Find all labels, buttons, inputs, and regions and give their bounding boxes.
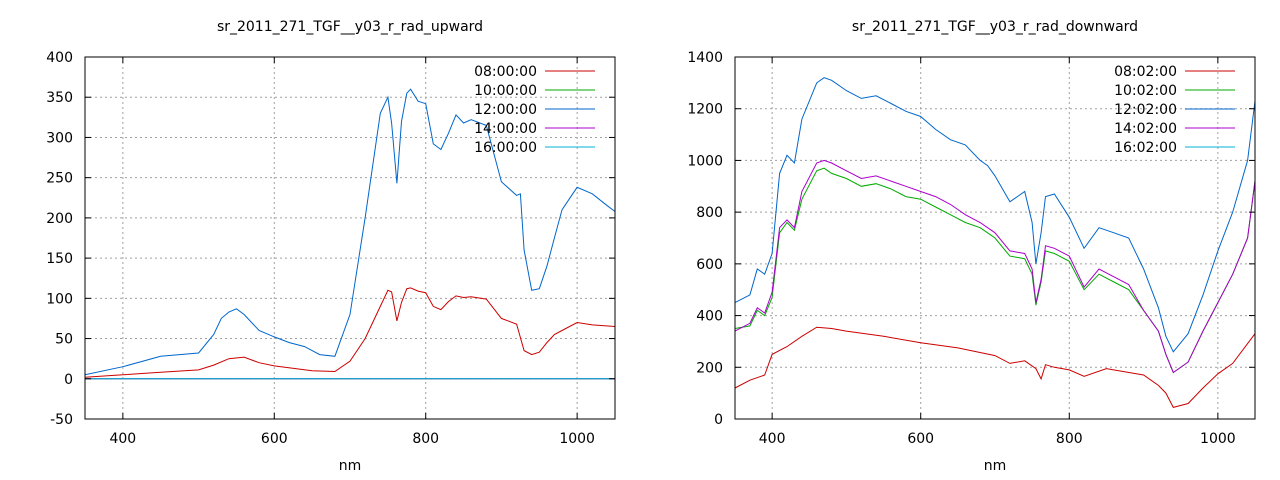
y-tick-label: -50 (50, 412, 73, 428)
x-axis-label: nm (339, 458, 362, 474)
plot-frame (734, 56, 1256, 420)
y-tick-label: 400 (46, 50, 73, 66)
series-line-2 (84, 88, 616, 376)
y-tick-label: 50 (55, 332, 73, 348)
plot-frame (84, 56, 616, 420)
series-line-3 (734, 159, 1256, 374)
y-tick-label: 350 (46, 90, 73, 106)
x-tick-label: 1000 (1200, 431, 1236, 447)
chart-title: sr_2011_271_TGF__y03_r_rad_upward (217, 19, 483, 35)
x-tick-label: 800 (1056, 431, 1083, 447)
legend-label: 12:02:00 (1114, 102, 1177, 118)
legend-label: 08:00:00 (474, 64, 537, 80)
y-tick-label: 100 (46, 291, 73, 307)
y-tick-label: 200 (696, 360, 723, 376)
y-tick-label: 0 (714, 412, 723, 428)
y-tick-label: 150 (46, 251, 73, 267)
legend-label: 14:02:00 (1114, 121, 1177, 137)
y-tick-label: 1000 (687, 153, 723, 169)
x-tick-label: 600 (261, 431, 288, 447)
legend-label: 10:02:00 (1114, 83, 1177, 99)
y-tick-label: 400 (696, 309, 723, 325)
y-tick-label: 0 (64, 372, 73, 388)
legend-label: 10:00:00 (474, 83, 537, 99)
legend-label: 16:00:00 (474, 140, 537, 156)
x-axis-label: nm (984, 458, 1007, 474)
legend-label: 08:02:00 (1114, 64, 1177, 80)
series-line-0 (84, 287, 616, 378)
chart-downward: 400 600 800 1000 0 200 400 600 800 1000 1200 1400 sr… (687, 19, 1256, 474)
series-line-2 (734, 77, 1256, 353)
x-tick-label: 800 (412, 431, 439, 447)
chart-upward: 400 600 800 1000 -50 0 50 100 150 200 250 300 350 400… (46, 19, 616, 474)
x-tick-label: 600 (907, 431, 934, 447)
y-tick-label: 200 (46, 211, 73, 227)
legend-label: 14:00:00 (474, 121, 537, 137)
y-tick-label: 600 (696, 257, 723, 273)
series-line-0 (734, 326, 1256, 408)
legend-label: 12:00:00 (474, 102, 537, 118)
legend-label: 16:02:00 (1114, 140, 1177, 156)
y-tick-label: 800 (696, 205, 723, 221)
x-tick-label: 400 (109, 431, 136, 447)
chart-title: sr_2011_271_TGF__y03_r_rad_downward (852, 19, 1138, 35)
series-line-1 (734, 167, 1256, 374)
y-tick-label: 1400 (687, 50, 723, 66)
x-tick-label: 400 (759, 431, 786, 447)
x-tick-label: 1000 (559, 431, 595, 447)
y-tick-label: 1200 (687, 102, 723, 118)
y-tick-label: 250 (46, 171, 73, 187)
y-tick-label: 300 (46, 130, 73, 146)
